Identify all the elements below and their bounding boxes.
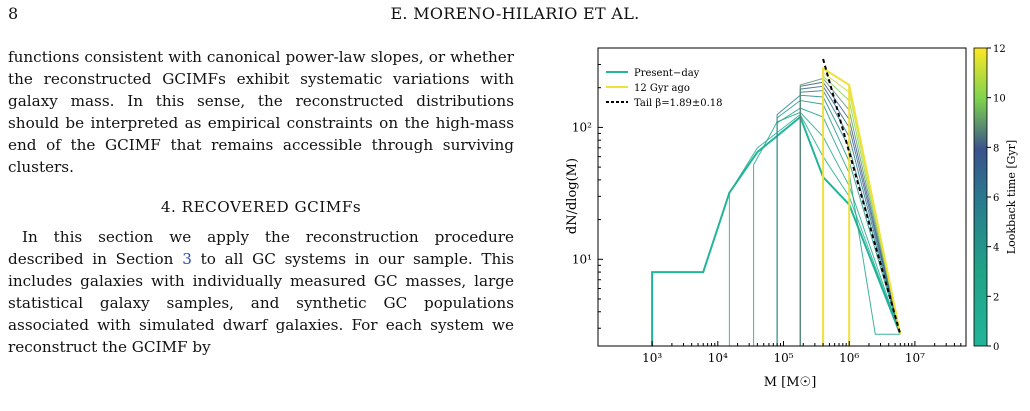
x-tick-label: 10⁵ [773, 351, 793, 365]
x-tick-label: 10⁴ [708, 351, 728, 365]
series-group [651, 66, 902, 346]
tail-fit-line [822, 58, 902, 335]
section-heading: 4. RECOVERED GCIMFs [160, 198, 362, 216]
legend-label-12-gyr: 12 Gyr ago [634, 83, 690, 94]
series-line-8-gyr [799, 81, 901, 346]
series-line-4-gyr [776, 99, 901, 346]
y-axis-label: dN/dlog(M) [565, 158, 580, 234]
section-reference-link[interactable]: 3 [182, 250, 192, 268]
series-line-12-gyr [822, 66, 902, 346]
legend-label-present-day: Present−day [634, 68, 700, 79]
colorbar-tick-label: 4 [993, 243, 999, 254]
colorbar-tick-label: 10 [993, 94, 1006, 105]
x-axis-label: M [M☉] [764, 375, 817, 390]
x-tick-label: 10⁶ [839, 351, 859, 365]
colorbar-tick-label: 12 [993, 44, 1006, 55]
series-line-5-gyr [776, 94, 901, 346]
series-line-9-gyr [799, 77, 901, 346]
legend-label-tail: Tail β=1.89±0.18 [634, 98, 723, 109]
paragraph-2: In this section we apply the reconstruct… [8, 226, 514, 358]
paragraph-1: functions consistent with canonical powe… [8, 48, 514, 176]
paragraph-2-text-b: to all GC systems in our sample. This in… [8, 250, 514, 356]
colorbar: 0 2 4 6 8 10 12 Lookback time [Gyr] [973, 44, 1018, 353]
colorbar-label: Lookback time [Gyr] [1005, 140, 1018, 254]
x-tick-label: 10⁷ [905, 351, 925, 365]
body-text-column: functions consistent with canonical powe… [8, 46, 514, 358]
plot-frame [597, 47, 967, 347]
series-line-3-gyr [776, 107, 901, 346]
page-number: 8 [8, 4, 19, 23]
paragraph-2-text-a: In this section we apply the reconstruct… [8, 228, 514, 268]
colorbar-tick-label: 0 [993, 342, 999, 353]
colorbar-tick-label: 8 [993, 143, 999, 154]
y-tick-label: 10¹ [572, 252, 592, 266]
colorbar-ticks-group: 0 2 4 6 8 10 12 [987, 44, 1006, 353]
page-header: 8 E. MORENO-HILARIO ET AL. [0, 0, 1030, 34]
y-ticks-group: 10¹ 10² [572, 47, 603, 329]
series-line-0-gyr [651, 115, 902, 346]
running-title: E. MORENO-HILARIO ET AL. [390, 4, 640, 23]
tail-fit-group [822, 58, 902, 335]
y-tick-label: 10² [572, 120, 592, 134]
colorbar-tick-label: 2 [993, 292, 999, 303]
legend: Present−day 12 Gyr ago Tail β=1.89±0.18 [606, 68, 723, 109]
x-ticks-group: 10³ 10⁴ 10⁵ 10⁶ 10⁷ [642, 341, 967, 365]
colorbar-gradient [973, 47, 988, 347]
x-tick-label: 10³ [642, 351, 662, 365]
colorbar-tick-label: 6 [993, 193, 999, 204]
